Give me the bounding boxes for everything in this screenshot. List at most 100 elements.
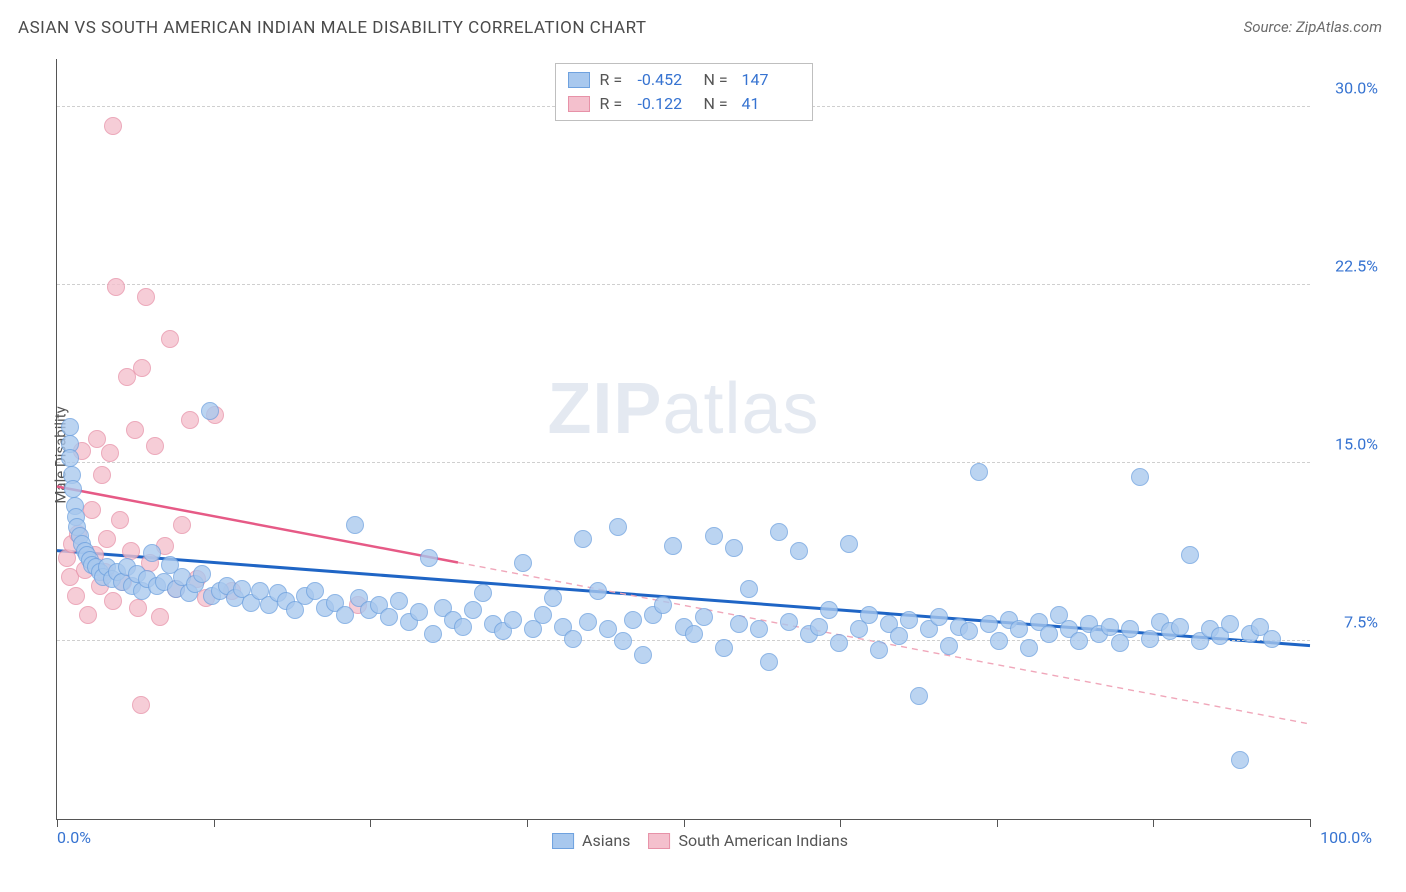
legend-label-sai: South American Indians: [678, 831, 848, 850]
scatter-point-asian: [390, 592, 408, 610]
scatter-point-asian: [306, 582, 324, 600]
scatter-point-asian: [336, 606, 354, 624]
scatter-point-sai: [151, 608, 169, 626]
scatter-point-asian: [990, 632, 1008, 650]
scatter-point-asian: [1181, 546, 1199, 564]
x-tick: [997, 819, 998, 827]
scatter-point-asian: [760, 653, 778, 671]
watermark: ZIPatlas: [547, 368, 819, 450]
scatter-point-asian: [61, 449, 79, 467]
x-min-label: 0.0%: [57, 828, 91, 847]
plot-area: ZIPatlas R = -0.452 N = 147 R = -0.122 N…: [56, 59, 1310, 820]
swatch-sai: [648, 833, 670, 849]
scatter-point-asian: [705, 527, 723, 545]
scatter-point-asian: [725, 539, 743, 557]
x-tick: [840, 819, 841, 827]
scatter-point-asian: [589, 582, 607, 600]
scatter-point-sai: [104, 592, 122, 610]
scatter-point-asian: [1040, 625, 1058, 643]
scatter-point-asian: [1070, 632, 1088, 650]
scatter-point-sai: [129, 599, 147, 617]
scatter-point-sai: [173, 516, 191, 534]
scatter-point-asian: [544, 589, 562, 607]
scatter-point-asian: [810, 618, 828, 636]
y-tick-label: 22.5%: [1335, 256, 1378, 275]
r-value-asian: -0.452: [638, 68, 694, 92]
scatter-point-asian: [695, 608, 713, 626]
scatter-point-sai: [107, 278, 125, 296]
y-tick-label: 7.5%: [1344, 612, 1378, 631]
source-attribution: Source: ZipAtlas.com: [1244, 18, 1382, 36]
n-label: N =: [704, 92, 732, 116]
scatter-point-sai: [132, 696, 150, 714]
y-tick-label: 15.0%: [1335, 434, 1378, 453]
scatter-point-sai: [67, 587, 85, 605]
scatter-point-asian: [715, 639, 733, 657]
swatch-asian: [552, 833, 574, 849]
correlation-legend: R = -0.452 N = 147 R = -0.122 N = 41: [555, 63, 813, 121]
x-tick: [214, 819, 215, 827]
trend-lines: [57, 59, 1310, 819]
watermark-suffix: atlas: [662, 369, 819, 449]
scatter-point-asian: [1131, 468, 1149, 486]
scatter-point-asian: [614, 632, 632, 650]
scatter-point-sai: [104, 117, 122, 135]
scatter-point-asian: [534, 606, 552, 624]
scatter-point-asian: [514, 554, 532, 572]
chart-container: Male Disability ZIPatlas R = -0.452 N = …: [18, 55, 1382, 854]
legend-label-asian: Asians: [582, 831, 630, 850]
scatter-point-asian: [1121, 620, 1139, 638]
scatter-point-asian: [1221, 615, 1239, 633]
scatter-point-asian: [504, 611, 522, 629]
scatter-point-asian: [1263, 630, 1281, 648]
scatter-point-asian: [61, 418, 79, 436]
scatter-point-asian: [424, 625, 442, 643]
legend-item-asian: Asians: [552, 831, 630, 850]
scatter-point-asian: [380, 608, 398, 626]
n-value-asian: 147: [742, 68, 798, 92]
scatter-point-asian: [910, 687, 928, 705]
swatch-sai: [568, 96, 590, 112]
scatter-point-asian: [900, 611, 918, 629]
scatter-point-asian: [840, 535, 858, 553]
scatter-point-sai: [133, 359, 151, 377]
scatter-point-asian: [609, 518, 627, 536]
watermark-prefix: ZIP: [547, 369, 662, 449]
scatter-point-asian: [346, 516, 364, 534]
scatter-point-asian: [624, 611, 642, 629]
scatter-point-asian: [1101, 618, 1119, 636]
scatter-point-asian: [830, 634, 848, 652]
scatter-point-asian: [143, 544, 161, 562]
legend-row-sai: R = -0.122 N = 41: [568, 92, 798, 116]
scatter-point-asian: [1020, 639, 1038, 657]
scatter-point-asian: [730, 615, 748, 633]
swatch-asian: [568, 72, 590, 88]
scatter-point-sai: [101, 444, 119, 462]
n-value-sai: 41: [742, 92, 798, 116]
scatter-point-asian: [940, 637, 958, 655]
scatter-point-asian: [410, 603, 428, 621]
scatter-point-sai: [181, 411, 199, 429]
x-tick: [684, 819, 685, 827]
scatter-point-asian: [960, 622, 978, 640]
chart-title: ASIAN VS SOUTH AMERICAN INDIAN MALE DISA…: [18, 18, 647, 38]
scatter-point-sai: [93, 466, 111, 484]
scatter-point-asian: [564, 630, 582, 648]
scatter-point-asian: [780, 613, 798, 631]
r-label: R =: [600, 92, 628, 116]
scatter-point-asian: [193, 565, 211, 583]
scatter-point-asian: [740, 580, 758, 598]
legend-item-sai: South American Indians: [648, 831, 848, 850]
scatter-point-sai: [111, 511, 129, 529]
scatter-point-sai: [161, 330, 179, 348]
scatter-point-sai: [122, 542, 140, 560]
scatter-point-asian: [980, 615, 998, 633]
scatter-point-asian: [790, 542, 808, 560]
scatter-point-asian: [820, 601, 838, 619]
scatter-point-sai: [83, 501, 101, 519]
scatter-point-asian: [1141, 630, 1159, 648]
x-tick: [527, 819, 528, 827]
r-label: R =: [600, 68, 628, 92]
scatter-point-asian: [970, 463, 988, 481]
scatter-point-asian: [770, 523, 788, 541]
